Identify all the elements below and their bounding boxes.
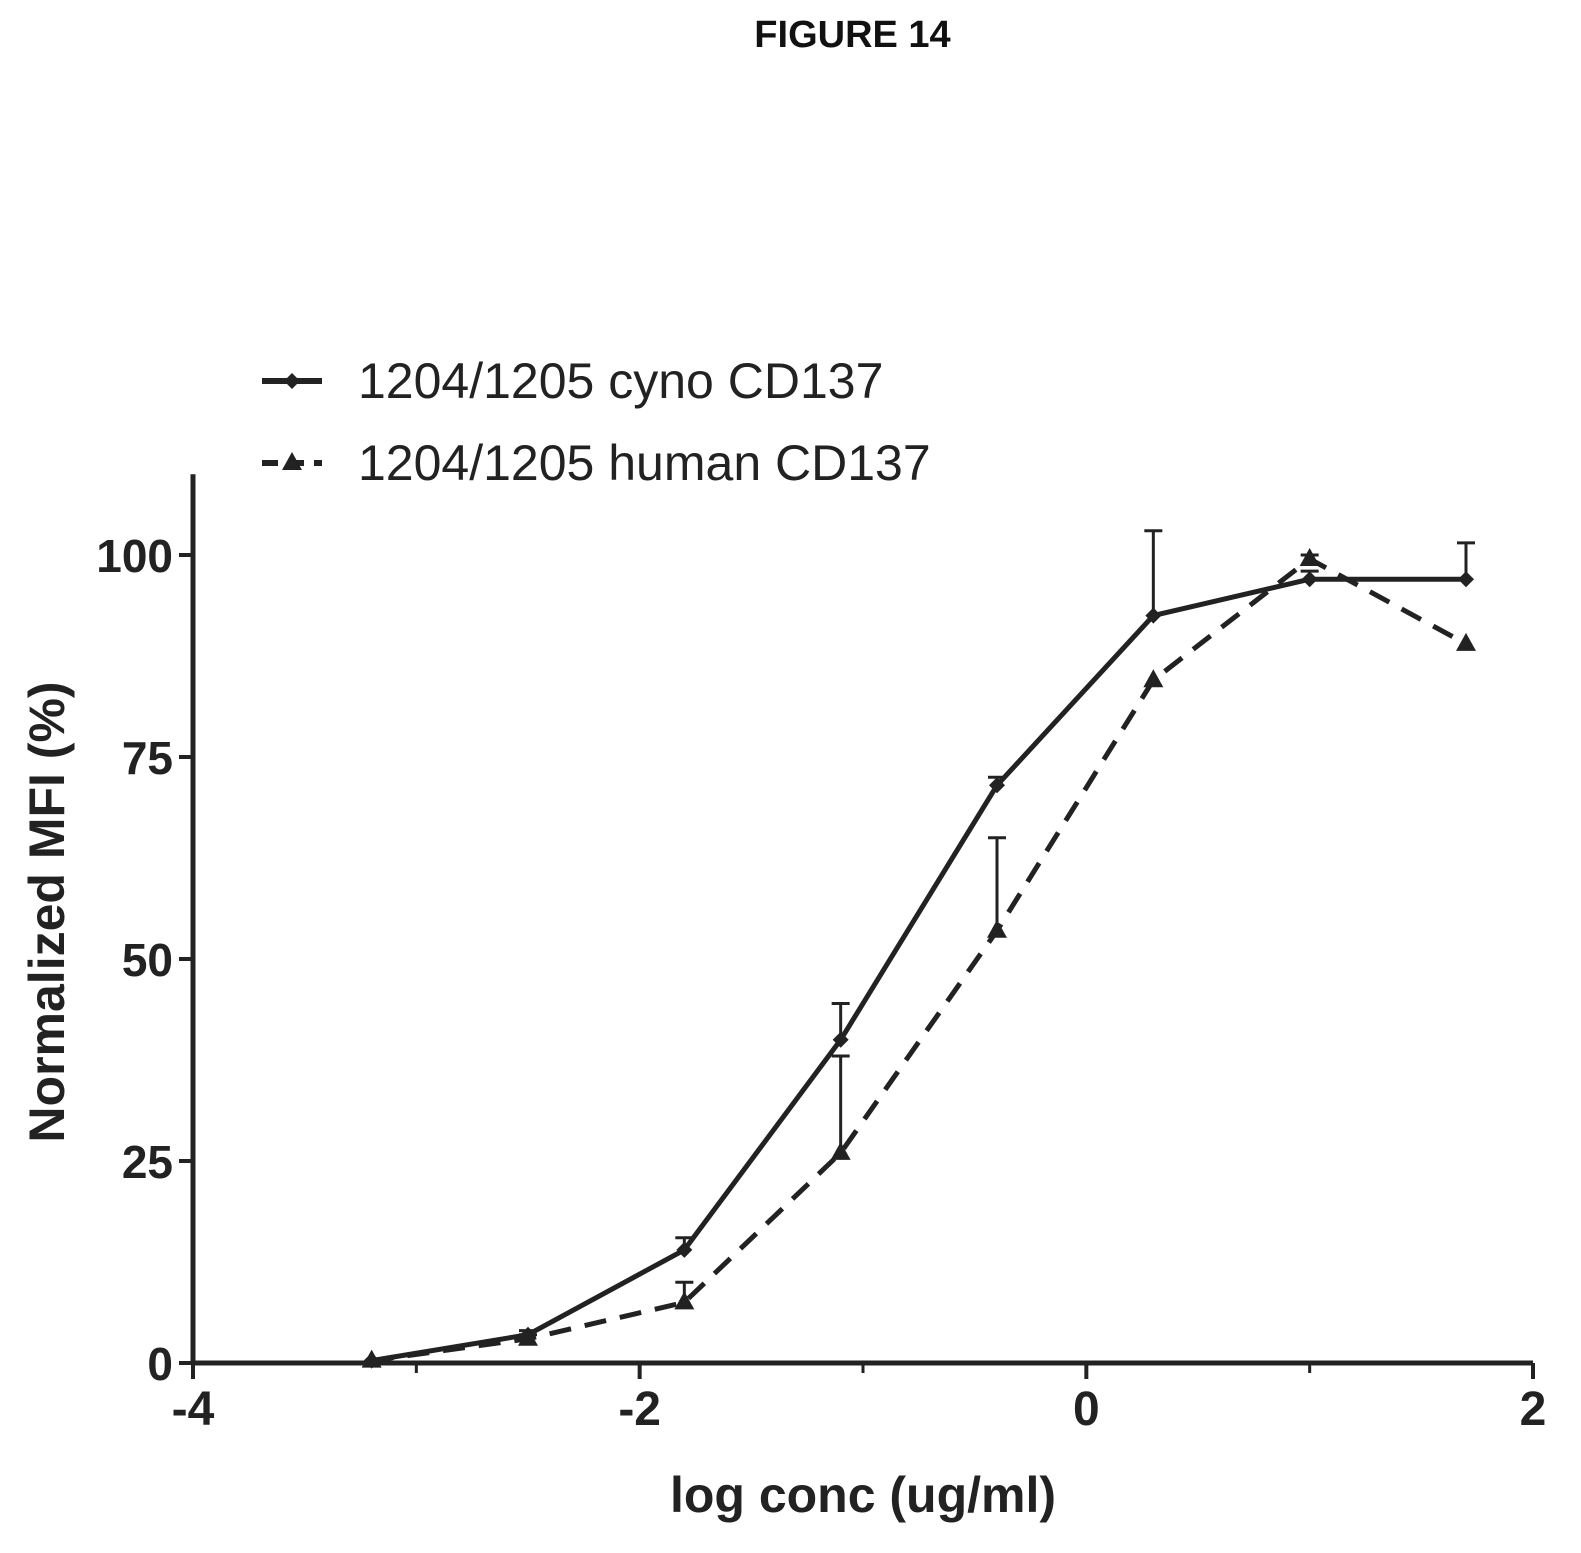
data-point-triangle xyxy=(518,1327,538,1346)
data-point-diamond xyxy=(1145,607,1162,624)
y-tick-label: 100 xyxy=(96,530,173,582)
series-line-2 xyxy=(371,556,1468,1364)
x-tick-label: 0 xyxy=(1073,1383,1100,1436)
data-point-diamond xyxy=(284,373,300,389)
data-point-triangle xyxy=(361,1349,382,1368)
series-markers xyxy=(361,548,1476,1369)
x-axis-label: log conc (ug/ml) xyxy=(670,1467,1056,1523)
series-lines xyxy=(371,556,1468,1364)
x-tick-label: -4 xyxy=(172,1383,215,1436)
legend-label-2: 1204/1205 human CD137 xyxy=(358,435,931,491)
data-point-triangle xyxy=(1143,669,1164,688)
data-point-triangle xyxy=(1299,548,1320,567)
data-point-triangle xyxy=(282,452,302,470)
data-point-triangle xyxy=(674,1291,695,1310)
data-point-triangle xyxy=(987,919,1007,938)
y-tick-label: 50 xyxy=(122,934,173,986)
y-tick-label: 0 xyxy=(147,1338,173,1390)
figure-title: FIGURE 14 xyxy=(754,14,951,56)
data-point-diamond xyxy=(1301,571,1318,588)
x-tick-label: 2 xyxy=(1520,1383,1547,1436)
y-tick-label: 25 xyxy=(122,1136,173,1188)
axes: 0 25 50 75 100 -4 -2 0 2 xyxy=(96,474,1546,1436)
data-point-diamond xyxy=(676,1241,693,1258)
data-point-diamond xyxy=(1458,571,1474,588)
x-tick-label: -2 xyxy=(618,1383,661,1436)
legend: 1204/1205 cyno CD137 1204/1205 human CD13… xyxy=(262,353,931,491)
legend-label-1: 1204/1205 cyno CD137 xyxy=(358,353,883,409)
data-point-triangle xyxy=(1456,632,1476,651)
data-point-diamond xyxy=(989,777,1005,794)
y-tick-label: 75 xyxy=(122,732,173,784)
series-line-1 xyxy=(371,576,1466,1364)
data-point-triangle xyxy=(830,1141,851,1160)
y-axis-label: Normalized MFI (%) xyxy=(19,681,75,1142)
data-point-diamond xyxy=(832,1031,849,1048)
